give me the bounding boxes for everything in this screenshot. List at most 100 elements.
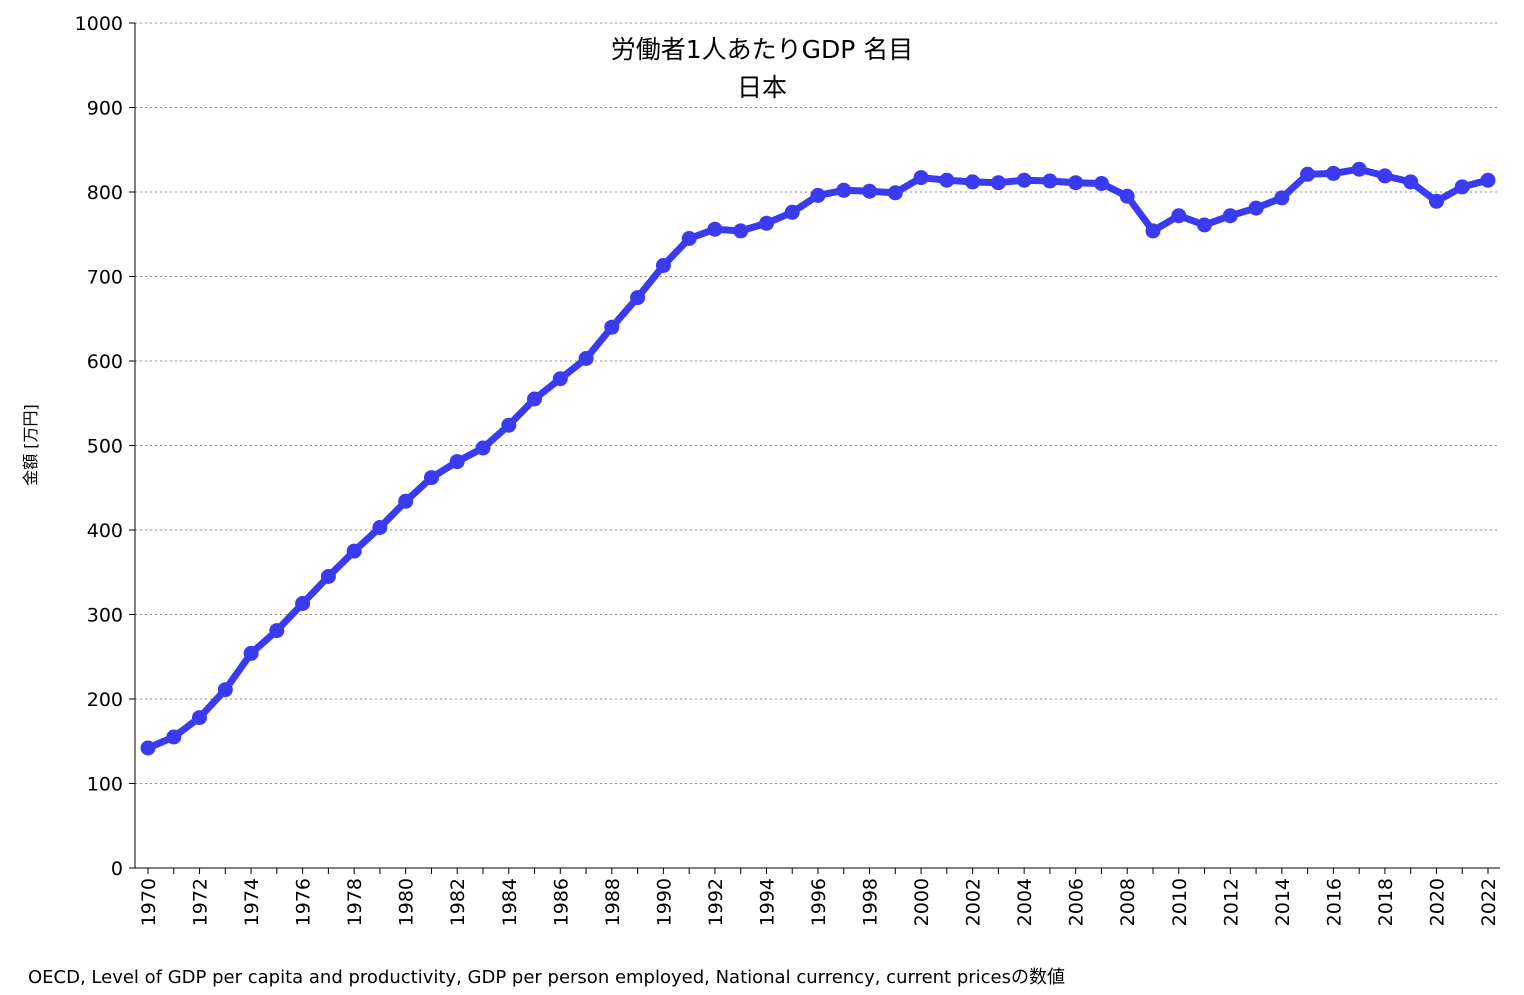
x-tick-label: 2000: [911, 878, 933, 926]
data-point-1995: [784, 204, 800, 220]
data-point-1993: [733, 223, 749, 239]
data-point-2004: [1016, 172, 1032, 188]
data-point-1992: [707, 221, 723, 237]
data-point-2022: [1480, 172, 1496, 188]
gridlines: [135, 22, 1500, 784]
data-point-2003: [990, 175, 1006, 191]
x-tick-label: 1988: [602, 878, 624, 926]
data-point-1970: [140, 740, 156, 756]
x-tick-label: 1970: [138, 878, 160, 926]
x-tick-label: 2006: [1066, 878, 1088, 926]
data-point-2010: [1171, 208, 1187, 224]
data-point-1978: [346, 543, 362, 559]
series-line-group: [144, 165, 1492, 752]
x-tick-label: 2016: [1323, 878, 1345, 926]
y-tick-label: 1000: [75, 13, 123, 35]
data-point-2021: [1454, 179, 1470, 195]
x-tick-label: 1984: [499, 878, 521, 926]
y-axis-title: 金額 [万円]: [21, 404, 40, 486]
data-point-1980: [398, 493, 414, 509]
data-point-2013: [1248, 200, 1264, 216]
data-point-2012: [1222, 208, 1238, 224]
x-tick-label: 2014: [1272, 878, 1294, 926]
data-point-2005: [1042, 173, 1058, 189]
x-tick-label: 2022: [1478, 878, 1500, 926]
data-point-2006: [1068, 175, 1084, 191]
x-tick-label: 2020: [1426, 878, 1448, 926]
chart-subtitle: 日本: [737, 73, 787, 102]
y-tick-label: 500: [87, 436, 123, 458]
data-point-1987: [578, 351, 594, 366]
data-point-1986: [552, 371, 568, 387]
data-point-2011: [1197, 217, 1212, 233]
data-point-2020: [1429, 193, 1444, 209]
data-point-2008: [1119, 188, 1135, 204]
data-point-1973: [217, 682, 233, 698]
x-tick-label: 1990: [653, 878, 675, 926]
x-tick-label: 2004: [1014, 878, 1036, 926]
x-tick-label: 1980: [396, 878, 418, 926]
y-tick-label: 800: [87, 182, 123, 204]
data-point-1971: [166, 729, 182, 745]
data-point-1985: [527, 391, 542, 407]
x-axis-ticks: 1970 1972 1974 1976 1978 1980 1982 1984 1986 1988…: [138, 868, 1500, 926]
y-tick-label: 200: [87, 689, 123, 711]
data-point-1982: [449, 454, 465, 470]
x-tick-label: 2010: [1169, 878, 1191, 926]
x-tick-label: 2012: [1220, 878, 1242, 926]
x-tick-label: 1986: [550, 878, 572, 926]
data-point-2001: [939, 172, 955, 188]
data-point-1979: [372, 520, 388, 535]
x-tick-label: 1974: [241, 878, 263, 926]
y-tick-label: 900: [87, 98, 123, 120]
series-points-group: [140, 161, 1496, 756]
data-point-1996: [810, 187, 826, 203]
data-point-1998: [862, 183, 877, 199]
data-point-1990: [655, 258, 671, 273]
data-point-1976: [295, 596, 311, 611]
y-tick-label: 700: [87, 267, 123, 289]
y-tick-label: 0: [111, 858, 123, 880]
x-tick-label: 2018: [1375, 878, 1397, 926]
data-point-1994: [759, 215, 774, 231]
data-point-1989: [630, 290, 646, 306]
data-point-2009: [1145, 223, 1161, 239]
data-point-2017: [1351, 161, 1367, 177]
x-tick-label: 2002: [963, 878, 985, 926]
chart-title: 労働者1人あたりGDP 名目: [611, 35, 914, 64]
data-point-1981: [424, 470, 439, 486]
y-axis-ticks: 0 100 200 300 400 500 600 700 800 900 1000: [75, 13, 135, 880]
data-point-2002: [965, 174, 981, 190]
data-point-1997: [836, 182, 852, 198]
data-point-2007: [1094, 176, 1109, 191]
y-tick-label: 400: [87, 520, 123, 542]
x-tick-label: 1982: [447, 878, 469, 926]
y-tick-label: 100: [87, 774, 123, 796]
data-point-2018: [1377, 168, 1393, 184]
y-tick-label: 600: [87, 351, 123, 373]
data-point-2015: [1300, 166, 1316, 182]
x-tick-label: 1998: [860, 878, 882, 926]
x-tick-label: 1972: [190, 878, 212, 926]
data-point-1984: [501, 417, 517, 433]
data-point-1991: [681, 231, 697, 246]
data-point-2000: [913, 170, 929, 186]
data-point-2019: [1403, 174, 1419, 190]
x-tick-label: 2008: [1117, 878, 1139, 926]
series-line: [144, 165, 1492, 752]
data-point-1974: [243, 645, 259, 661]
x-tick-label: 1996: [808, 878, 830, 926]
data-point-1977: [320, 569, 336, 584]
x-tick-label: 1992: [705, 878, 727, 926]
data-point-1988: [604, 319, 620, 335]
y-tick-label: 300: [87, 605, 123, 627]
x-tick-label: 1978: [344, 878, 366, 926]
data-point-1975: [269, 623, 285, 639]
data-point-2014: [1274, 190, 1290, 206]
data-point-2016: [1325, 165, 1341, 181]
x-tick-label: 1976: [293, 878, 315, 926]
data-point-1972: [192, 710, 207, 726]
data-point-1999: [887, 185, 903, 201]
data-point-1983: [475, 440, 491, 456]
